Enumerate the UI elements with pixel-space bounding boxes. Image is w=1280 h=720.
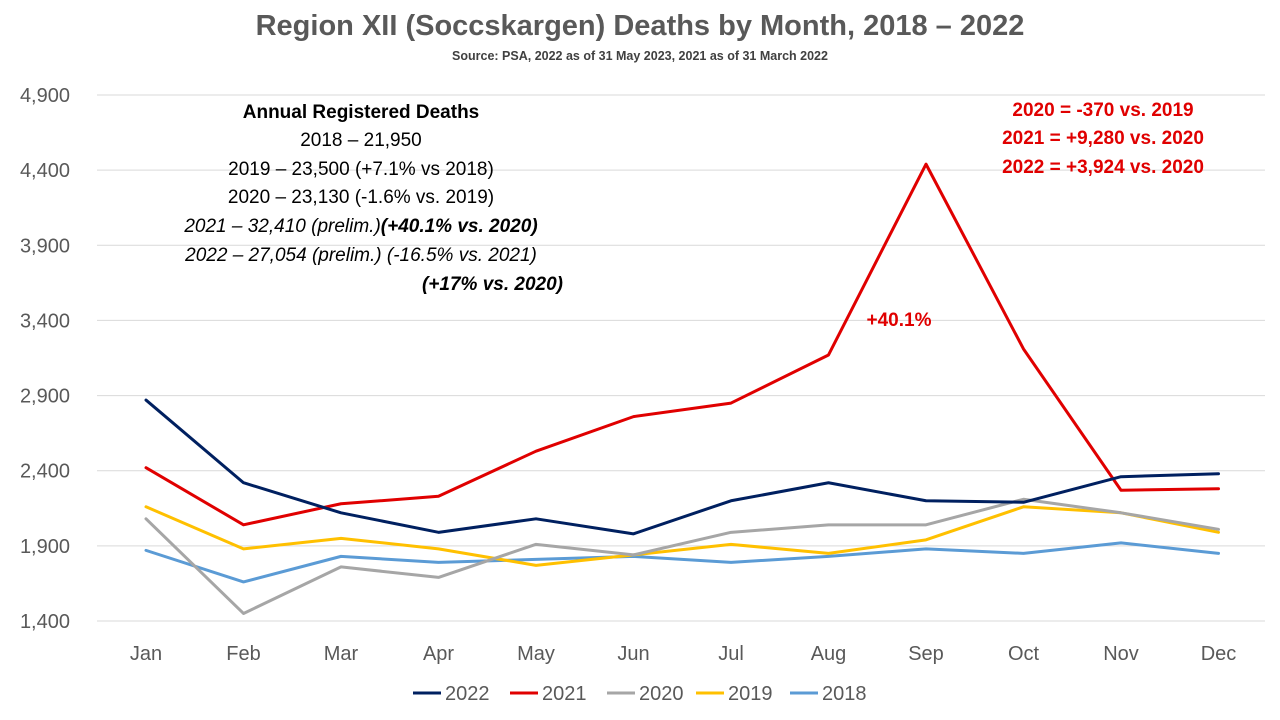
annual-2020: 2020 – 23,130 (-1.6% vs. 2019): [228, 187, 494, 208]
y-tick-label: 4,400: [20, 160, 70, 182]
y-axis-ticks: 1,400 1,900 2,400 2,900 3,400 3,900 4,400 4,900: [20, 85, 70, 633]
x-tick-label: Jul: [718, 643, 744, 665]
legend-label-2020: 2020: [639, 683, 684, 705]
x-axis-ticks: Jan Feb Mar Apr May Jun Jul Aug Sep Oct Nov Dec: [130, 643, 1236, 665]
x-tick-label: Oct: [1008, 643, 1040, 665]
y-tick-label: 1,400: [20, 611, 70, 633]
diff-2020: 2020 = -370 vs. 2019: [1012, 100, 1193, 121]
annual-2022-b: (+17% vs. 2020): [422, 274, 563, 295]
grid: [97, 94, 1265, 622]
annual-2019: 2019 – 23,500 (+7.1% vs 2018): [228, 159, 494, 180]
series-line-2018: [144, 541, 1220, 584]
peak-annotation: +40.1%: [867, 310, 932, 331]
annual-2018: 2018 – 21,950: [300, 130, 422, 151]
series-line-2022: [144, 398, 1220, 536]
annual-deaths-annotation: Annual Registered Deaths 2018 – 21,950 2…: [183, 102, 563, 295]
chart-subtitle: Source: PSA, 2022 as of 31 May 2023, 202…: [452, 49, 828, 63]
difference-annotation: 2020 = -370 vs. 2019 2021 = +9,280 vs. 2…: [1002, 100, 1204, 178]
x-tick-label: Jun: [617, 643, 649, 665]
x-tick-label: Feb: [226, 643, 260, 665]
y-tick-label: 3,900: [20, 235, 70, 257]
y-tick-label: 3,400: [20, 310, 70, 332]
x-tick-label: Apr: [423, 643, 454, 665]
series-line-2020: [144, 497, 1220, 615]
legend-label-2021: 2021: [542, 683, 587, 705]
diff-2021: 2021 = +9,280 vs. 2020: [1002, 128, 1204, 149]
legend-label-2022: 2022: [445, 683, 490, 705]
legend-label-2018: 2018: [822, 683, 867, 705]
y-tick-label: 2,900: [20, 386, 70, 408]
series-line-2019: [144, 505, 1220, 567]
legend-label-2019: 2019: [728, 683, 773, 705]
x-tick-label: Sep: [908, 643, 944, 665]
annual-2022: 2022 – 27,054 (prelim.) (-16.5% vs. 2021…: [184, 245, 537, 266]
y-tick-label: 4,900: [20, 85, 70, 107]
annual-header: Annual Registered Deaths: [243, 102, 480, 123]
x-tick-label: May: [517, 643, 555, 665]
chart-title: Region XII (Soccskargen) Deaths by Month…: [256, 10, 1025, 42]
legend: 2022 2021 2020 2019 2018: [413, 683, 867, 705]
annual-2021: 2021 – 32,410 (prelim.)(+40.1% vs. 2020): [183, 216, 537, 237]
x-tick-label: Aug: [811, 643, 847, 665]
diff-2022: 2022 = +3,924 vs. 2020: [1002, 157, 1204, 178]
annual-2021-b: (+40.1% vs. 2020): [381, 216, 538, 237]
x-tick-label: Jan: [130, 643, 162, 665]
x-tick-label: Dec: [1201, 643, 1237, 665]
x-tick-label: Mar: [324, 643, 359, 665]
annual-2021-a: 2021 – 32,410 (prelim.): [183, 216, 380, 237]
y-tick-label: 2,400: [20, 461, 70, 483]
x-tick-label: Nov: [1103, 643, 1139, 665]
y-tick-label: 1,900: [20, 536, 70, 558]
series-lines: [144, 162, 1220, 615]
